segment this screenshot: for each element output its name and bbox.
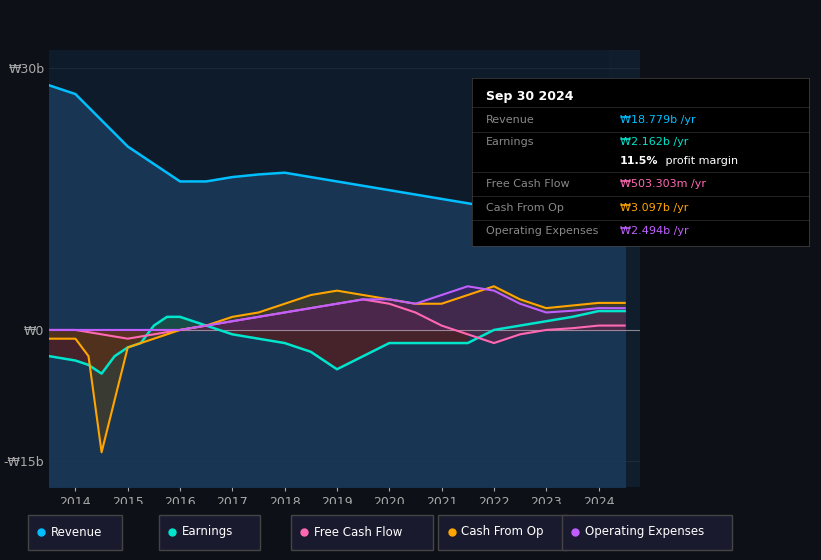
FancyBboxPatch shape: [562, 515, 732, 550]
Text: ₩3.097b /yr: ₩3.097b /yr: [620, 203, 689, 213]
FancyBboxPatch shape: [28, 515, 122, 550]
Text: Operating Expenses: Operating Expenses: [485, 226, 598, 236]
Text: ₩2.494b /yr: ₩2.494b /yr: [620, 226, 689, 236]
Text: ₩18.779b /yr: ₩18.779b /yr: [620, 115, 696, 125]
FancyBboxPatch shape: [159, 515, 260, 550]
Text: Cash From Op: Cash From Op: [461, 525, 544, 539]
Text: profit margin: profit margin: [663, 156, 738, 166]
Text: Earnings: Earnings: [182, 525, 234, 539]
Text: Revenue: Revenue: [485, 115, 534, 125]
Bar: [609, 50, 640, 487]
Text: Free Cash Flow: Free Cash Flow: [314, 525, 402, 539]
Text: ₩503.303m /yr: ₩503.303m /yr: [620, 179, 706, 189]
Text: Operating Expenses: Operating Expenses: [585, 525, 704, 539]
Text: Earnings: Earnings: [485, 137, 534, 147]
Text: Revenue: Revenue: [51, 525, 103, 539]
FancyBboxPatch shape: [291, 515, 433, 550]
Text: ₩2.162b /yr: ₩2.162b /yr: [620, 137, 689, 147]
Text: Sep 30 2024: Sep 30 2024: [485, 90, 573, 104]
Text: Free Cash Flow: Free Cash Flow: [485, 179, 569, 189]
Text: 11.5%: 11.5%: [620, 156, 658, 166]
Text: Cash From Op: Cash From Op: [485, 203, 563, 213]
FancyBboxPatch shape: [438, 515, 567, 550]
